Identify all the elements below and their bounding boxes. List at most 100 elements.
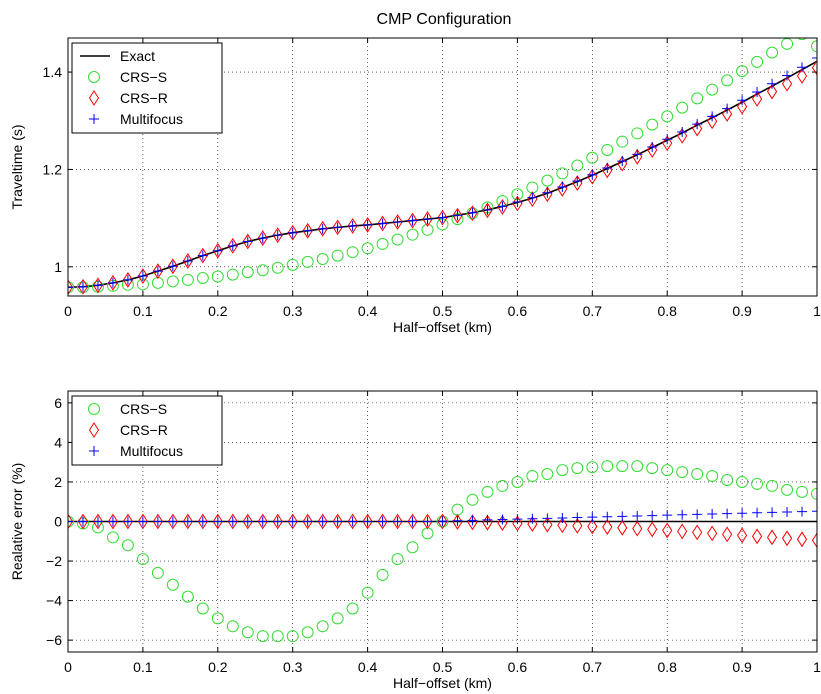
series-plus-point	[572, 176, 583, 187]
series-diamond-point	[182, 513, 193, 530]
series-diamond-point	[422, 211, 433, 228]
series-plus-point	[557, 181, 568, 192]
series-circle-point	[556, 464, 569, 477]
series-diamond-point	[796, 68, 808, 84]
series-circle-point	[391, 553, 404, 566]
series-plus-point	[737, 95, 748, 106]
figure-title: CMP Configuration	[377, 11, 512, 28]
series-circle-point	[256, 630, 269, 643]
series-plus-point	[242, 516, 253, 527]
series-circle-point	[136, 553, 149, 566]
series-plus-point	[527, 513, 538, 524]
series-circle-point	[406, 541, 419, 554]
series-plus-point	[377, 516, 388, 527]
x-tick-label: 0.2	[208, 659, 228, 675]
series-diamond-point	[407, 513, 418, 530]
series-diamond-point	[662, 522, 673, 539]
series-diamond-point	[272, 513, 283, 530]
series-plus-point	[587, 169, 598, 180]
series-diamond-point	[68, 513, 74, 530]
series-circle-point	[541, 174, 554, 187]
series-plus-point	[197, 250, 208, 261]
series-plus-point	[287, 227, 298, 238]
series-diamond-point	[197, 247, 208, 264]
y-tick-label: 1.4	[43, 64, 63, 80]
series-circle-point	[346, 246, 359, 259]
series-plus-point	[152, 266, 163, 277]
series-plus-point	[152, 516, 163, 527]
series-plus-point	[707, 508, 718, 519]
legend-label: CRS−R	[120, 90, 168, 106]
series-circle-point	[481, 485, 494, 498]
series-plus-point	[167, 261, 178, 272]
series-circle-point	[376, 568, 389, 581]
series-diamond-point	[437, 513, 448, 530]
series-diamond-point	[722, 526, 733, 543]
series-circle-point	[676, 101, 689, 114]
legend-box	[71, 395, 223, 466]
legend-swatch-diamond	[88, 90, 100, 106]
series-plus-point	[302, 516, 313, 527]
series-plus-point	[617, 511, 628, 522]
series-circle-point	[496, 479, 509, 492]
series-circle-point	[331, 249, 344, 262]
series-diamond-point	[662, 135, 673, 152]
x-tick-label: 0.7	[583, 303, 603, 319]
series-diamond-point	[781, 75, 793, 92]
series-diamond-point	[407, 212, 418, 229]
series-diamond-point	[302, 222, 313, 239]
series-plus-point	[497, 201, 508, 212]
series-diamond-point	[647, 142, 658, 158]
legend-label: CRS−S	[120, 69, 167, 85]
series-diamond-point	[512, 515, 523, 532]
series-diamond-point	[287, 513, 298, 530]
series-diamond-point	[437, 209, 448, 226]
series-plus-point	[767, 78, 778, 89]
series-plus-point	[647, 142, 658, 153]
series-circle-point	[721, 473, 734, 486]
series-diamond-point	[542, 186, 553, 203]
series-circle-point	[226, 620, 239, 633]
series-circle-point	[706, 470, 719, 483]
series-circle-point	[68, 281, 74, 294]
series-circle-point	[661, 464, 674, 477]
series-circle-point	[301, 626, 314, 639]
series-diamond-point	[212, 513, 223, 530]
x-tick-label: 0	[64, 659, 72, 675]
series-circle-point	[556, 167, 569, 180]
series-circle-point	[751, 477, 764, 490]
x-tick-label: 0.5	[433, 659, 453, 675]
series-diamond-point	[242, 233, 253, 250]
series-plus-point	[452, 210, 463, 221]
series-circle-point	[766, 46, 779, 59]
series-circle-point	[421, 223, 434, 236]
series-diamond-point	[152, 513, 163, 530]
series-diamond-point	[497, 515, 508, 532]
series-circle-point	[811, 487, 817, 500]
series-diamond-point	[152, 263, 163, 280]
series-circle-point	[571, 462, 584, 475]
series-diamond-point	[242, 513, 253, 530]
series-plus-point	[722, 103, 733, 114]
series-plus-point	[797, 506, 808, 517]
x-tick-label: 0.8	[657, 659, 677, 675]
series-circle-point	[601, 460, 614, 473]
series-circle-point	[466, 207, 479, 220]
series-plus-point	[452, 515, 463, 526]
x-tick-label: 0.2	[208, 303, 228, 319]
series-diamond-point	[227, 237, 238, 254]
series-plus-point	[542, 187, 553, 198]
series-plus-point	[767, 507, 778, 518]
series-plus-point	[392, 217, 403, 228]
series-layer	[68, 460, 817, 643]
series-circle-point	[241, 626, 254, 639]
x-tick-label: 0.1	[133, 659, 153, 675]
series-circle-point	[691, 468, 704, 481]
series-plus-point	[242, 236, 253, 247]
series-circle-point	[331, 612, 344, 625]
x-tick-label: 1	[813, 659, 821, 675]
series-plus-point	[527, 192, 538, 203]
series-circle-point	[676, 466, 689, 479]
series-plus-point	[557, 512, 568, 523]
series-plus-point	[347, 220, 358, 231]
